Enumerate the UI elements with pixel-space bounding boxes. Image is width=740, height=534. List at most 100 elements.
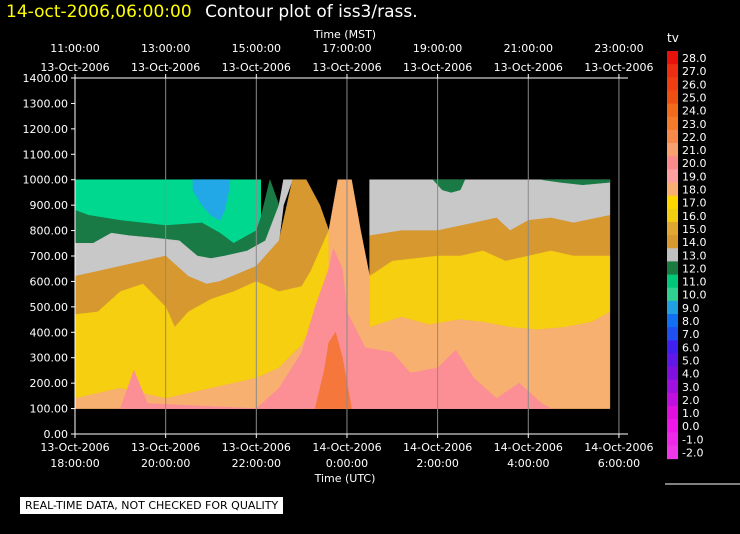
bottom-tick-date: 14-Oct-2006 (403, 441, 472, 454)
y-tick-label: 200.00 (30, 377, 69, 390)
top-tick-time: 19:00:00 (413, 42, 462, 55)
colorbar-swatch (667, 340, 678, 354)
colorbar-swatch (667, 64, 678, 78)
chart-title: 14-oct-2006,06:00:00 Contour plot of iss… (6, 2, 418, 22)
y-tick-label: 1400.00 (23, 72, 69, 85)
colorbar-swatch (667, 353, 678, 368)
bottom-tick-time: 4:00:00 (507, 457, 549, 470)
title-date: 14-oct-2006,06:00:00 (6, 2, 192, 22)
top-tick-date: 13-Oct-2006 (222, 61, 291, 74)
contour-band-tv_12_right2 (541, 179, 611, 186)
bottom-tick-date: 13-Oct-2006 (222, 441, 291, 454)
contour-band-tv_16_right (369, 250, 611, 330)
colorbar-label-item: 1.0 (682, 407, 700, 420)
colorbar-swatch (667, 366, 678, 381)
top-tick-time: 13:00:00 (141, 42, 190, 55)
top-tick-date: 13-Oct-2006 (584, 61, 653, 74)
y-tick-label: 1100.00 (23, 148, 69, 161)
colorbar-swatch (667, 221, 678, 236)
y-tick-label: 800.00 (30, 225, 69, 238)
top-tick-date: 13-Oct-2006 (40, 61, 109, 74)
colorbar-swatch (667, 445, 678, 460)
colorbar-swatch (667, 314, 678, 328)
colorbar-label-item: 14.0 (682, 236, 707, 249)
y-tick-label: 500.00 (30, 301, 69, 314)
colorbar-label-item: 21.0 (682, 144, 707, 157)
colorbar-label-item: -1.0 (682, 433, 703, 446)
colorbar-label-item: 24.0 (682, 105, 707, 118)
contour-band-tv_21_22 (314, 331, 352, 409)
bottom-tick-date: 13-Oct-2006 (131, 441, 200, 454)
colorbar-label-item: 12.0 (682, 262, 707, 275)
colorbar-label-item: 3.0 (682, 381, 700, 394)
top-tick-date: 13-Oct-2006 (494, 61, 563, 74)
colorbar-label-item: 25.0 (682, 91, 707, 104)
colorbar-label-item: 27.0 (682, 65, 707, 78)
colorbar-label-item: 20.0 (682, 157, 707, 170)
y-tick-label: 1200.00 (23, 123, 69, 136)
y-tick-label: 600.00 (30, 275, 69, 288)
colorbar-label-item: 10.0 (682, 289, 707, 302)
colorbar-swatch (667, 274, 678, 289)
colorbar-swatch (667, 103, 678, 118)
colorbar-swatch (667, 235, 678, 249)
y-tick-label: 0.00 (44, 428, 69, 441)
colorbar-label-item: 5.0 (682, 354, 700, 367)
colorbar-label-item: 13.0 (682, 249, 707, 262)
bottom-tick-date: 14-Oct-2006 (494, 441, 563, 454)
colorbar: 28.027.026.025.024.023.022.021.020.019.0… (665, 51, 740, 485)
title-text: Contour plot of iss3/rass. (205, 2, 418, 22)
colorbar-label-item: 18.0 (682, 184, 707, 197)
colorbar-swatch (667, 208, 678, 223)
top-tick-time: 21:00:00 (504, 42, 553, 55)
bottom-tick-date: 13-Oct-2006 (40, 441, 109, 454)
colorbar-label-item: 4.0 (682, 368, 700, 381)
colorbar-swatch (667, 90, 678, 105)
bottom-tick-time: 22:00:00 (232, 457, 281, 470)
colorbar-label-item: 23.0 (682, 118, 707, 131)
colorbar-swatch (667, 116, 678, 131)
colorbar-label-item: 15.0 (682, 223, 707, 236)
colorbar-label: tv (667, 31, 679, 45)
colorbar-swatch (667, 143, 678, 157)
colorbar-label-item: 6.0 (682, 341, 700, 354)
colorbar-swatch (667, 327, 678, 341)
top-axis-label: Time (MST) (313, 28, 376, 41)
bottom-tick-time: 2:00:00 (416, 457, 458, 470)
bottom-tick-time: 20:00:00 (141, 457, 190, 470)
top-tick-date: 13-Oct-2006 (312, 61, 381, 74)
colorbar-label-item: 11.0 (682, 276, 707, 289)
y-tick-label: 300.00 (30, 352, 69, 365)
colorbar-swatch (667, 195, 678, 210)
colorbar-label-item: 28.0 (682, 52, 707, 65)
top-tick-date: 13-Oct-2006 (403, 61, 472, 74)
colorbar-label-item: 17.0 (682, 197, 707, 210)
y-tick-label: 700.00 (30, 250, 69, 263)
y-tick-label: 1300.00 (23, 97, 69, 110)
contour-bands (74, 178, 611, 409)
top-tick-time: 23:00:00 (594, 42, 643, 55)
colorbar-label-item: 7.0 (682, 328, 700, 341)
bottom-tick-date: 14-Oct-2006 (312, 441, 381, 454)
colorbar-swatch (667, 156, 678, 170)
contour-band-tv_12_right (432, 179, 466, 193)
colorbar-swatch (667, 379, 678, 394)
quality-notice: REAL-TIME DATA, NOT CHECKED FOR QUALITY (20, 497, 284, 514)
bottom-tick-time: 18:00:00 (50, 457, 99, 470)
y-tick-label: 400.00 (30, 326, 69, 339)
top-tick-time: 17:00:00 (322, 42, 371, 55)
colorbar-swatch (667, 248, 678, 262)
top-tick-time: 11:00:00 (50, 42, 99, 55)
colorbar-label-item: 9.0 (682, 302, 700, 315)
colorbar-label-item: 22.0 (682, 131, 707, 144)
colorbar-swatch (667, 432, 678, 446)
bottom-tick-date: 14-Oct-2006 (584, 441, 653, 454)
colorbar-label-item: 26.0 (682, 78, 707, 91)
y-tick-label: 100.00 (30, 403, 69, 416)
colorbar-label-item: 16.0 (682, 210, 707, 223)
top-tick-time: 15:00:00 (232, 42, 281, 55)
colorbar-swatch (667, 406, 678, 420)
colorbar-label-item: 8.0 (682, 315, 700, 328)
bottom-tick-time: 0:00:00 (326, 457, 368, 470)
